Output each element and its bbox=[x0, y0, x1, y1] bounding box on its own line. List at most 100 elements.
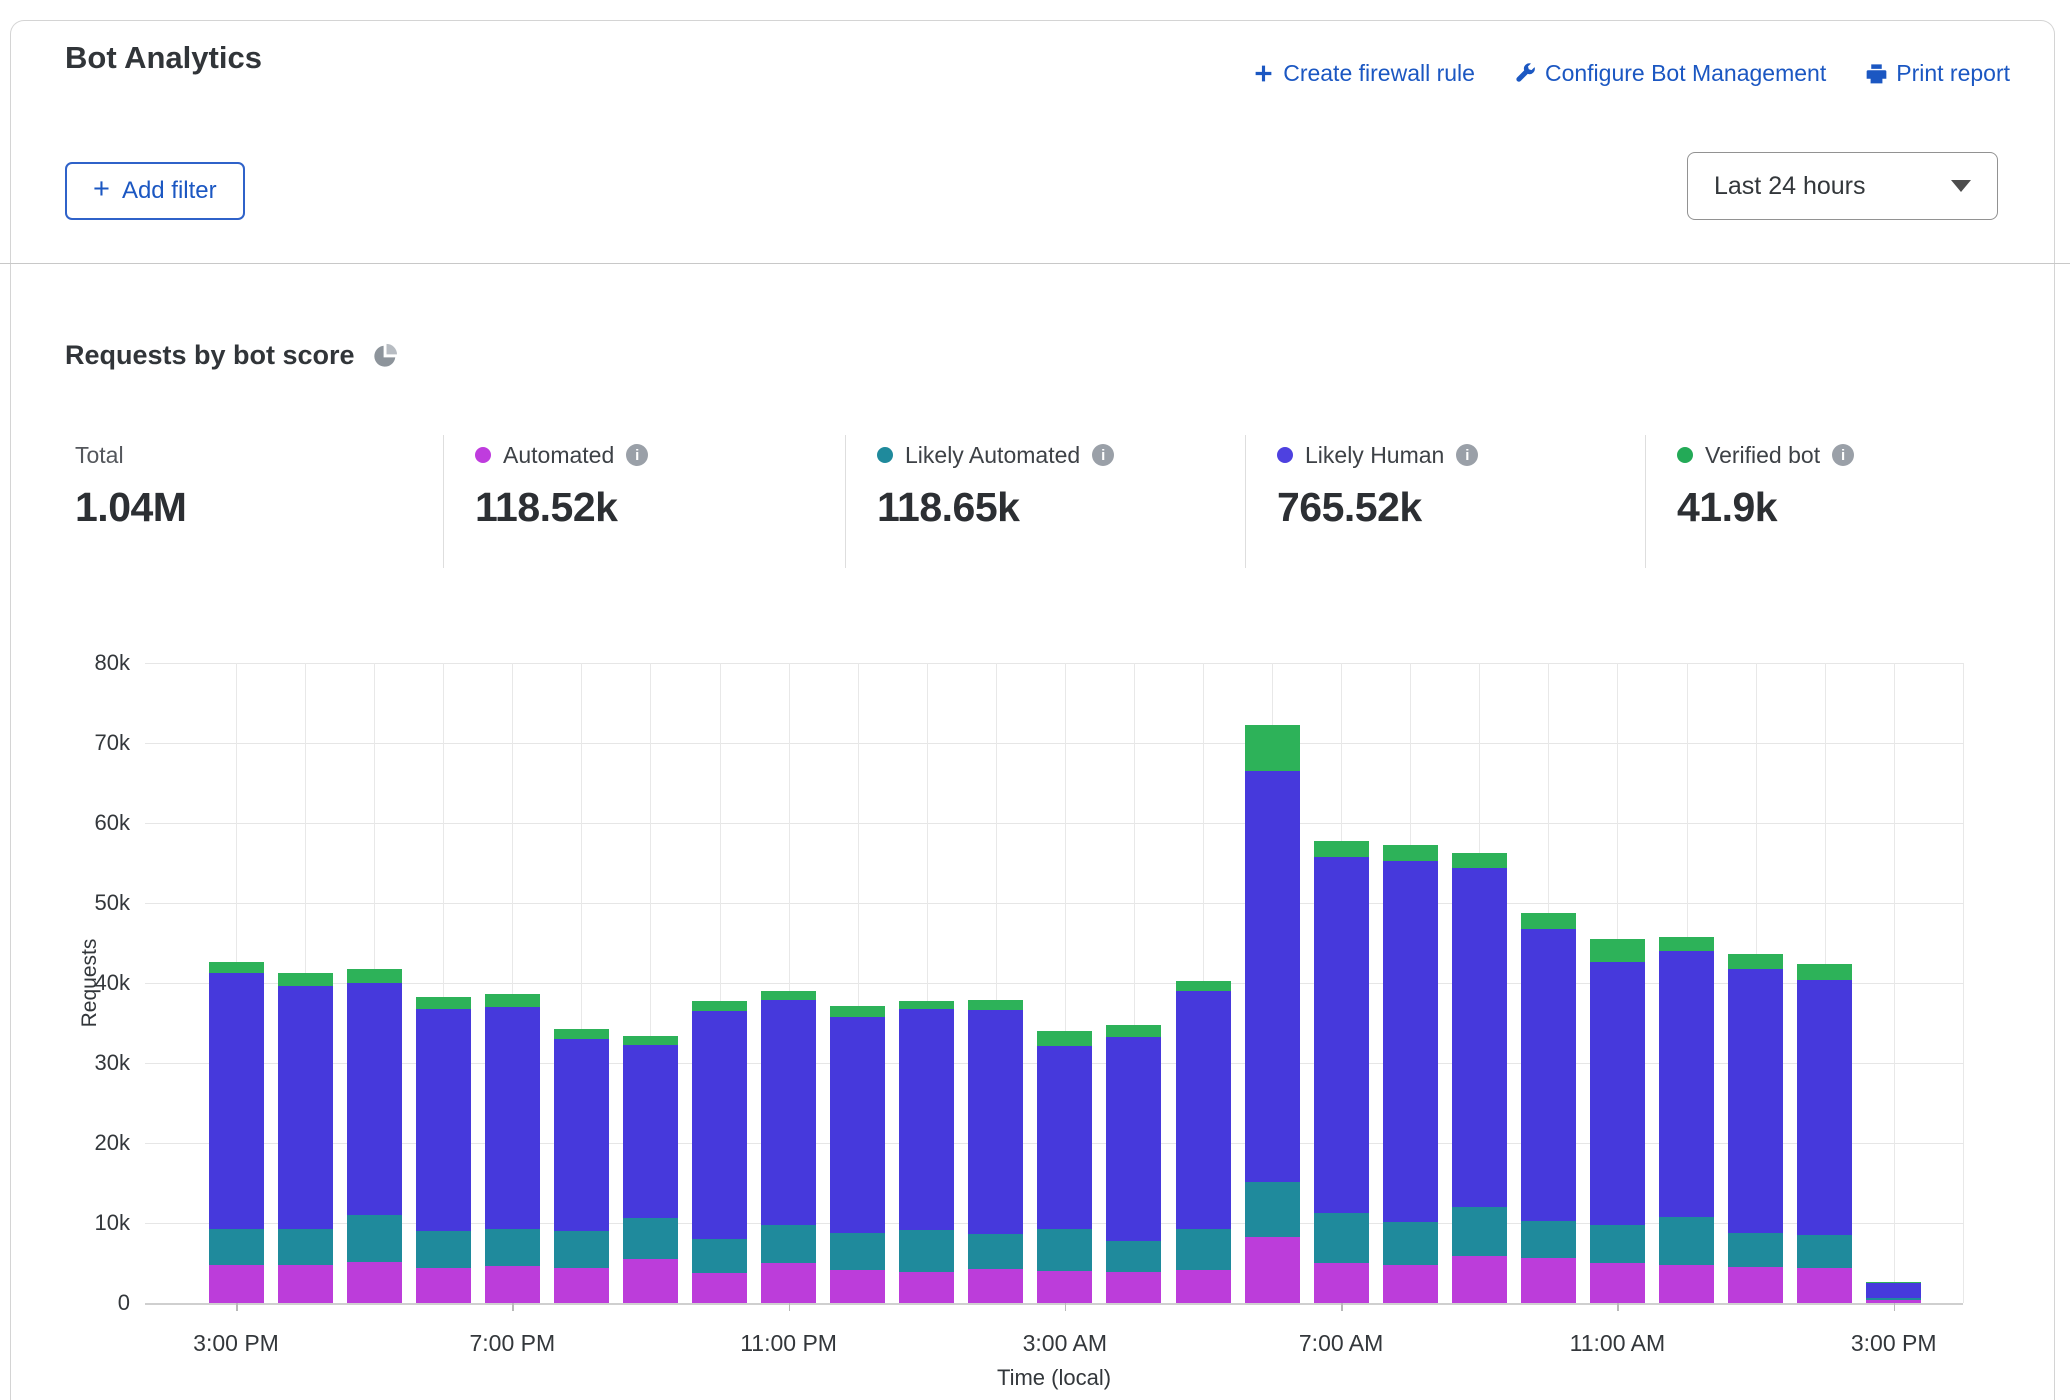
segment-verified-bot[interactable] bbox=[1383, 845, 1438, 861]
segment-verified-bot[interactable] bbox=[554, 1029, 609, 1039]
segment-verified-bot[interactable] bbox=[1176, 981, 1231, 991]
segment-automated[interactable] bbox=[761, 1263, 816, 1303]
segment-likely-automated[interactable] bbox=[692, 1239, 747, 1273]
bar-6-900pm[interactable] bbox=[623, 1036, 678, 1303]
bar-9-1200am[interactable] bbox=[830, 1006, 885, 1303]
bar-0-300pm[interactable] bbox=[209, 962, 264, 1303]
bar-23-200pm[interactable] bbox=[1797, 964, 1852, 1303]
add-filter-button[interactable]: + Add filter bbox=[65, 162, 245, 220]
segment-likely-human[interactable] bbox=[347, 983, 402, 1215]
bar-8-1100pm[interactable] bbox=[761, 991, 816, 1303]
segment-likely-human[interactable] bbox=[416, 1009, 471, 1231]
segment-automated[interactable] bbox=[1452, 1256, 1507, 1303]
segment-verified-bot[interactable] bbox=[761, 991, 816, 1000]
bar-5-800pm[interactable] bbox=[554, 1029, 609, 1303]
bar-10-100am[interactable] bbox=[899, 1001, 954, 1303]
segment-likely-human[interactable] bbox=[1659, 951, 1714, 1217]
bar-3-600pm[interactable] bbox=[416, 997, 471, 1303]
segment-automated[interactable] bbox=[1521, 1258, 1576, 1303]
header-link-print-report[interactable]: Print report bbox=[1866, 60, 2010, 87]
segment-verified-bot[interactable] bbox=[1590, 939, 1645, 962]
segment-likely-human[interactable] bbox=[1521, 929, 1576, 1222]
segment-likely-automated[interactable] bbox=[1037, 1229, 1092, 1271]
segment-likely-human[interactable] bbox=[692, 1011, 747, 1239]
segment-verified-bot[interactable] bbox=[278, 973, 333, 987]
segment-likely-automated[interactable] bbox=[1521, 1221, 1576, 1258]
segment-likely-automated[interactable] bbox=[1245, 1182, 1300, 1236]
bar-18-900am[interactable] bbox=[1452, 853, 1507, 1303]
segment-likely-human[interactable] bbox=[554, 1039, 609, 1231]
segment-automated[interactable] bbox=[1590, 1263, 1645, 1303]
bar-4-700pm[interactable] bbox=[485, 994, 540, 1303]
segment-automated[interactable] bbox=[416, 1268, 471, 1303]
segment-likely-automated[interactable] bbox=[209, 1229, 264, 1265]
segment-automated[interactable] bbox=[692, 1273, 747, 1303]
segment-likely-automated[interactable] bbox=[1452, 1207, 1507, 1256]
segment-likely-automated[interactable] bbox=[1314, 1213, 1369, 1263]
segment-verified-bot[interactable] bbox=[485, 994, 540, 1007]
segment-likely-human[interactable] bbox=[761, 1000, 816, 1226]
segment-automated[interactable] bbox=[1245, 1237, 1300, 1303]
segment-likely-human[interactable] bbox=[1383, 861, 1438, 1222]
segment-automated[interactable] bbox=[209, 1265, 264, 1303]
segment-likely-human[interactable] bbox=[1866, 1283, 1921, 1298]
segment-likely-human[interactable] bbox=[278, 986, 333, 1228]
segment-verified-bot[interactable] bbox=[347, 969, 402, 983]
segment-verified-bot[interactable] bbox=[830, 1006, 885, 1016]
segment-automated[interactable] bbox=[830, 1270, 885, 1303]
segment-verified-bot[interactable] bbox=[1659, 937, 1714, 951]
segment-verified-bot[interactable] bbox=[1106, 1025, 1161, 1036]
segment-verified-bot[interactable] bbox=[692, 1001, 747, 1011]
segment-automated[interactable] bbox=[554, 1268, 609, 1303]
segment-automated[interactable] bbox=[1728, 1267, 1783, 1303]
bar-20-1100am[interactable] bbox=[1590, 939, 1645, 1303]
segment-likely-human[interactable] bbox=[1452, 868, 1507, 1207]
segment-likely-human[interactable] bbox=[830, 1017, 885, 1233]
segment-automated[interactable] bbox=[1314, 1263, 1369, 1303]
segment-likely-human[interactable] bbox=[1797, 980, 1852, 1235]
segment-likely-automated[interactable] bbox=[761, 1225, 816, 1263]
segment-likely-human[interactable] bbox=[209, 973, 264, 1229]
segment-automated[interactable] bbox=[1866, 1300, 1921, 1303]
segment-likely-human[interactable] bbox=[1176, 991, 1231, 1229]
segment-likely-automated[interactable] bbox=[416, 1231, 471, 1268]
segment-verified-bot[interactable] bbox=[899, 1001, 954, 1010]
bar-15-600am[interactable] bbox=[1245, 725, 1300, 1303]
segment-likely-automated[interactable] bbox=[623, 1218, 678, 1259]
bar-21-1200pm[interactable] bbox=[1659, 937, 1714, 1303]
segment-verified-bot[interactable] bbox=[968, 1000, 1023, 1010]
segment-likely-automated[interactable] bbox=[1383, 1222, 1438, 1264]
segment-likely-automated[interactable] bbox=[1797, 1235, 1852, 1268]
segment-automated[interactable] bbox=[899, 1272, 954, 1303]
stat-likely-human[interactable]: Likely Humani765.52k bbox=[1277, 440, 1478, 531]
bar-19-1000am[interactable] bbox=[1521, 913, 1576, 1303]
segment-likely-human[interactable] bbox=[1245, 771, 1300, 1182]
bar-24-300pm[interactable] bbox=[1866, 1282, 1921, 1303]
info-icon[interactable]: i bbox=[1092, 444, 1114, 466]
segment-automated[interactable] bbox=[968, 1269, 1023, 1303]
info-icon[interactable]: i bbox=[626, 444, 648, 466]
segment-likely-automated[interactable] bbox=[830, 1233, 885, 1271]
segment-automated[interactable] bbox=[485, 1266, 540, 1303]
segment-likely-automated[interactable] bbox=[899, 1230, 954, 1272]
segment-likely-human[interactable] bbox=[1728, 969, 1783, 1233]
bar-16-700am[interactable] bbox=[1314, 841, 1369, 1303]
segment-automated[interactable] bbox=[1106, 1272, 1161, 1303]
segment-likely-automated[interactable] bbox=[554, 1231, 609, 1268]
segment-likely-automated[interactable] bbox=[1176, 1229, 1231, 1271]
segment-likely-human[interactable] bbox=[1106, 1037, 1161, 1241]
info-icon[interactable]: i bbox=[1456, 444, 1478, 466]
segment-verified-bot[interactable] bbox=[1452, 853, 1507, 868]
segment-automated[interactable] bbox=[1176, 1270, 1231, 1303]
segment-likely-human[interactable] bbox=[623, 1045, 678, 1219]
segment-verified-bot[interactable] bbox=[209, 962, 264, 973]
bar-7-1000pm[interactable] bbox=[692, 1001, 747, 1303]
segment-likely-human[interactable] bbox=[1590, 962, 1645, 1225]
segment-likely-human[interactable] bbox=[1314, 857, 1369, 1214]
segment-automated[interactable] bbox=[1797, 1268, 1852, 1303]
segment-likely-human[interactable] bbox=[1037, 1046, 1092, 1229]
bar-14-500am[interactable] bbox=[1176, 981, 1231, 1303]
segment-automated[interactable] bbox=[1383, 1265, 1438, 1303]
segment-likely-automated[interactable] bbox=[347, 1215, 402, 1262]
bar-12-300am[interactable] bbox=[1037, 1031, 1092, 1303]
